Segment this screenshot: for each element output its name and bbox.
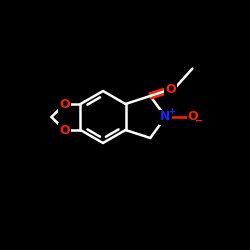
Text: −: − [195, 116, 203, 126]
Text: O: O [59, 98, 70, 110]
Text: +: + [168, 106, 175, 116]
Text: O: O [59, 124, 70, 136]
Text: O: O [165, 83, 176, 96]
Text: N: N [160, 110, 171, 124]
Text: O: O [188, 110, 198, 124]
